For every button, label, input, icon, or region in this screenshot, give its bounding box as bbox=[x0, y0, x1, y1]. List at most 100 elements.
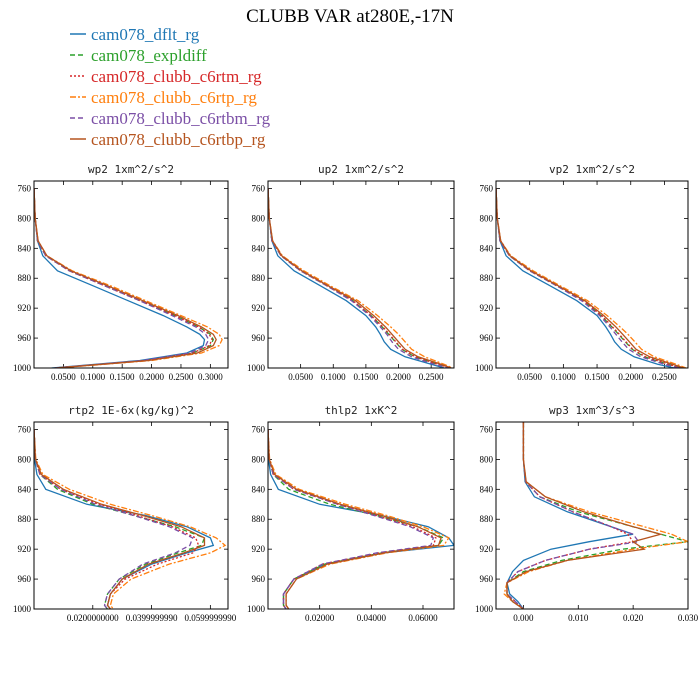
panel-5: thlp2 1xK^2 760 800 840 880 920 960 1000 0.02000… bbox=[247, 404, 455, 623]
x-tick-label: 0.2000 bbox=[139, 372, 164, 382]
series-line-cam078_clubb_c6rtm_rg bbox=[268, 188, 451, 368]
series-line-cam078_expldiff bbox=[496, 188, 682, 368]
plot-frame bbox=[267, 421, 455, 610]
y-tick-label: 800 bbox=[252, 454, 266, 464]
x-tick-label: 0.020 bbox=[623, 613, 644, 623]
series-line-cam078_clubb_c6rtbp_rg bbox=[268, 188, 452, 368]
panel-title: wp2 1xm^2/s^2 bbox=[88, 163, 174, 176]
panels: wp2 1xm^2/s^2 760 800 840 880 920 960 1000 0.050… bbox=[13, 163, 699, 623]
y-tick-label: 840 bbox=[480, 243, 494, 253]
legend-entry: cam078_clubb_c6rtp_rg bbox=[91, 88, 257, 107]
x-tick-label: 0.1500 bbox=[354, 372, 379, 382]
x-tick-label: 0.0599999990 bbox=[184, 613, 236, 623]
series-line-cam078_clubb_c6rtp_rg bbox=[34, 429, 227, 609]
y-tick-label: 880 bbox=[252, 273, 266, 283]
y-tick-label: 960 bbox=[18, 333, 32, 343]
series-line-cam078_dflt_rg bbox=[268, 429, 454, 609]
y-tick-label: 840 bbox=[480, 484, 494, 494]
series-line-cam078_clubb_c6rtm_rg bbox=[268, 429, 437, 609]
series-line-cam078_clubb_c6rtbm_rg bbox=[34, 429, 194, 609]
panel-1: wp2 1xm^2/s^2 760 800 840 880 920 960 1000 0.050… bbox=[13, 163, 229, 382]
panel-2: up2 1xm^2/s^2 760 800 840 880 920 960 1000 0.050… bbox=[247, 163, 455, 382]
y-tick-label: 960 bbox=[18, 574, 32, 584]
y-tick-label: 800 bbox=[18, 454, 32, 464]
y-tick-label: 760 bbox=[480, 183, 494, 193]
y-tick-label: 920 bbox=[18, 544, 32, 554]
y-tick-label: 920 bbox=[480, 303, 494, 313]
x-tick-label: 0.04000 bbox=[357, 613, 387, 623]
series-line-cam078_dflt_rg bbox=[34, 429, 215, 609]
y-tick-label: 1000 bbox=[13, 604, 32, 614]
x-tick-label: 0.2500 bbox=[652, 372, 677, 382]
plot-frame bbox=[495, 180, 689, 369]
legend: cam078_dflt_rg cam078_expldiff cam078_club… bbox=[70, 25, 271, 149]
y-tick-label: 880 bbox=[480, 273, 494, 283]
y-tick-label: 1000 bbox=[247, 604, 266, 614]
series-line-cam078_clubb_c6rtbp_rg bbox=[496, 188, 685, 368]
x-tick-label: 0.1500 bbox=[585, 372, 610, 382]
y-tick-label: 920 bbox=[480, 544, 494, 554]
x-tick-label: 0.0500 bbox=[288, 372, 313, 382]
plot-frame bbox=[33, 180, 229, 369]
series-line-cam078_clubb_c6rtm_rg bbox=[506, 422, 635, 609]
series-line-cam078_clubb_c6rtm_rg bbox=[496, 188, 683, 368]
panel-title: vp2 1xm^2/s^2 bbox=[549, 163, 635, 176]
y-tick-label: 840 bbox=[18, 484, 32, 494]
x-tick-label: 0.0200000000 bbox=[67, 613, 119, 623]
y-tick-label: 800 bbox=[18, 213, 32, 223]
plot-frame bbox=[267, 180, 455, 369]
y-tick-label: 1000 bbox=[475, 604, 494, 614]
y-tick-label: 760 bbox=[252, 424, 266, 434]
x-tick-label: 0.0500 bbox=[517, 372, 542, 382]
y-tick-label: 760 bbox=[252, 183, 266, 193]
y-tick-label: 760 bbox=[18, 183, 32, 193]
x-tick-label: 0.3000 bbox=[198, 372, 223, 382]
series-line-cam078_clubb_c6rtbp_rg bbox=[34, 188, 217, 368]
plot-frame bbox=[33, 421, 229, 610]
x-tick-label: 0.1000 bbox=[80, 372, 105, 382]
y-tick-label: 800 bbox=[252, 213, 266, 223]
plot-frame bbox=[495, 421, 689, 610]
y-tick-label: 960 bbox=[480, 574, 494, 584]
legend-entry: cam078_clubb_c6rtm_rg bbox=[91, 67, 262, 86]
x-tick-label: 0.2500 bbox=[169, 372, 194, 382]
series-line-cam078_clubb_c6rtm_rg bbox=[34, 188, 213, 368]
legend-entry: cam078_dflt_rg bbox=[91, 25, 200, 44]
y-tick-label: 880 bbox=[480, 514, 494, 524]
y-tick-label: 760 bbox=[18, 424, 32, 434]
series-line-cam078_expldiff bbox=[34, 188, 215, 368]
x-tick-label: 0.2000 bbox=[386, 372, 411, 382]
series-line-cam078_clubb_c6rtp_rg bbox=[34, 188, 223, 368]
series-line-cam078_dflt_rg bbox=[268, 188, 445, 368]
y-tick-label: 920 bbox=[252, 303, 266, 313]
x-tick-label: 0.02000 bbox=[305, 613, 335, 623]
y-tick-label: 960 bbox=[252, 333, 266, 343]
x-tick-label: 0.2000 bbox=[618, 372, 643, 382]
x-tick-label: 0.0500 bbox=[51, 372, 76, 382]
panel-title: wp3 1xm^3/s^3 bbox=[549, 404, 635, 417]
panel-6: wp3 1xm^3/s^3 760 800 840 880 920 960 1000 0.000… bbox=[475, 404, 699, 623]
series-line-cam078_dflt_rg bbox=[34, 188, 206, 368]
x-tick-label: 0.1500 bbox=[110, 372, 135, 382]
series-line-cam078_clubb_c6rtbp_rg bbox=[268, 429, 442, 609]
panel-title: rtp2 1E-6x(kg/kg)^2 bbox=[68, 404, 194, 417]
y-tick-label: 1000 bbox=[247, 363, 266, 373]
y-tick-label: 880 bbox=[252, 514, 266, 524]
series-line-cam078_clubb_c6rtbp_rg bbox=[506, 422, 664, 609]
legend-entry: cam078_clubb_c6rtbm_rg bbox=[91, 109, 271, 128]
x-tick-label: 0.06000 bbox=[408, 613, 438, 623]
x-tick-label: 0.030 bbox=[678, 613, 699, 623]
series-line-cam078_clubb_c6rtbm_rg bbox=[268, 188, 450, 368]
series-line-cam078_clubb_c6rtbp_rg bbox=[34, 429, 206, 609]
series-line-cam078_clubb_c6rtbm_rg bbox=[268, 429, 435, 609]
panel-title: up2 1xm^2/s^2 bbox=[318, 163, 404, 176]
y-tick-label: 800 bbox=[480, 213, 494, 223]
y-tick-label: 840 bbox=[252, 243, 266, 253]
y-tick-label: 840 bbox=[18, 243, 32, 253]
y-tick-label: 960 bbox=[252, 574, 266, 584]
series-line-cam078_clubb_c6rtbm_rg bbox=[496, 188, 680, 368]
series-line-cam078_expldiff bbox=[268, 188, 451, 368]
series-line-cam078_clubb_c6rtp_rg bbox=[496, 188, 687, 368]
y-tick-label: 960 bbox=[480, 333, 494, 343]
series-line-cam078_expldiff bbox=[268, 429, 445, 609]
